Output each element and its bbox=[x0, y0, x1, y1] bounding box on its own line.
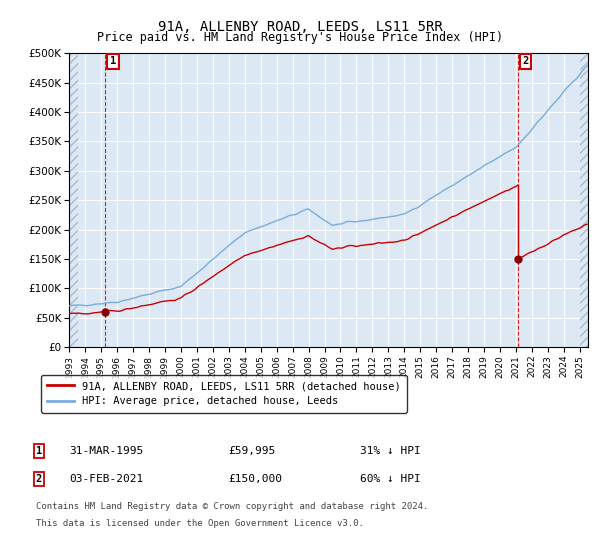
Text: 2: 2 bbox=[523, 57, 529, 67]
Text: 31-MAR-1995: 31-MAR-1995 bbox=[69, 446, 143, 456]
Text: £59,995: £59,995 bbox=[228, 446, 275, 456]
Legend: 91A, ALLENBY ROAD, LEEDS, LS11 5RR (detached house), HPI: Average price, detache: 91A, ALLENBY ROAD, LEEDS, LS11 5RR (deta… bbox=[41, 375, 407, 413]
Text: 1: 1 bbox=[36, 446, 42, 456]
Text: 91A, ALLENBY ROAD, LEEDS, LS11 5RR: 91A, ALLENBY ROAD, LEEDS, LS11 5RR bbox=[158, 20, 442, 34]
Bar bbox=[580, 53, 600, 347]
Text: Price paid vs. HM Land Registry's House Price Index (HPI): Price paid vs. HM Land Registry's House … bbox=[97, 31, 503, 44]
Text: 60% ↓ HPI: 60% ↓ HPI bbox=[360, 474, 421, 484]
Text: 1: 1 bbox=[110, 57, 116, 67]
Text: £150,000: £150,000 bbox=[228, 474, 282, 484]
Text: 03-FEB-2021: 03-FEB-2021 bbox=[69, 474, 143, 484]
Bar bbox=[69, 53, 78, 347]
Text: Contains HM Land Registry data © Crown copyright and database right 2024.: Contains HM Land Registry data © Crown c… bbox=[36, 502, 428, 511]
Text: 2: 2 bbox=[36, 474, 42, 484]
Text: This data is licensed under the Open Government Licence v3.0.: This data is licensed under the Open Gov… bbox=[36, 519, 364, 528]
Text: 31% ↓ HPI: 31% ↓ HPI bbox=[360, 446, 421, 456]
